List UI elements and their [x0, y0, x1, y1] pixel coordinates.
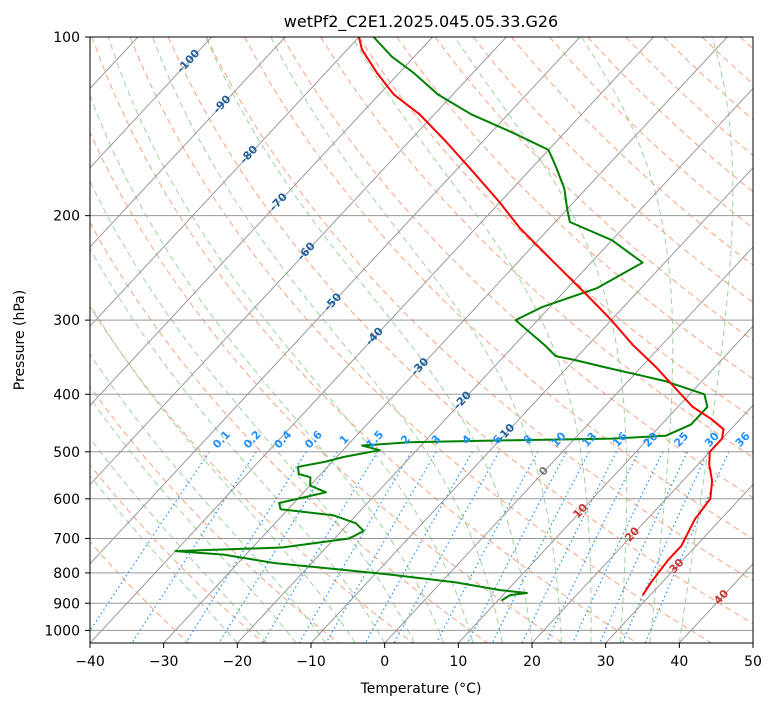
dry-adiabat	[91, 37, 638, 643]
dewpoint-profile-line	[174, 37, 709, 602]
moist-adiabat	[678, 37, 734, 643]
moist-adiabat	[90, 179, 415, 643]
y-tick-label: 100	[53, 30, 80, 46]
moist-adiabat	[90, 247, 386, 643]
x-tick-label: 0	[380, 654, 389, 670]
x-tick-label: −10	[296, 654, 326, 670]
x-axis-ticks: −40 −30 −20 −10 0 10 20 30 40 50	[75, 643, 762, 670]
isotherm-line	[90, 37, 360, 327]
mixing-ratio-line	[521, 451, 617, 643]
dry-adiabat	[472, 37, 753, 304]
x-tick-label: −30	[149, 654, 179, 670]
mixing-ratio-line	[572, 451, 664, 643]
moist-adiabat	[454, 37, 628, 643]
y-tick-label: 300	[53, 313, 80, 329]
dry-adiabat	[90, 541, 190, 643]
y-tick-label: 700	[53, 532, 80, 548]
y-tick-label: 600	[53, 492, 80, 508]
chart-title: wetPf2_C2E1.2025.045.05.33.G26	[284, 12, 558, 32]
x-tick-label: −20	[223, 654, 253, 670]
background-lines	[90, 37, 753, 643]
dry-adiabat	[90, 221, 488, 643]
y-tick-label: 200	[53, 209, 80, 225]
mixing-ratio-line	[393, 451, 500, 643]
plot-frame	[89, 36, 754, 644]
dry-adiabat	[282, 37, 753, 499]
isotherm-line	[163, 37, 728, 643]
x-tick-label: −40	[75, 654, 105, 670]
isotherm-line	[384, 246, 753, 643]
moist-adiabat	[107, 37, 474, 643]
moist-adiabat	[351, 37, 592, 643]
x-tick-label: 20	[523, 654, 541, 670]
isotherm-line	[236, 87, 753, 643]
x-tick-label: 30	[597, 654, 615, 670]
isotherm-line	[605, 483, 753, 643]
mixing-ratio-line	[298, 451, 412, 643]
moist-adiabat	[152, 37, 503, 643]
dry-adiabat	[205, 37, 753, 582]
moist-adiabat	[90, 303, 356, 643]
temperature-profile-line	[357, 37, 725, 596]
isotherm-line	[90, 37, 433, 407]
moist-adiabat	[581, 37, 674, 643]
y-tick-label: 800	[53, 566, 80, 582]
y-tick-label: 500	[53, 445, 80, 461]
mixing-ratio-line	[364, 451, 473, 643]
dry-adiabat	[129, 37, 712, 643]
dry-adiabat	[90, 385, 339, 643]
isotherm-line	[90, 37, 507, 486]
moist-adiabat	[90, 93, 445, 643]
y-tick-label: 400	[53, 387, 80, 403]
mixing-ratio-line	[262, 451, 379, 643]
isotherm-line	[310, 166, 753, 643]
isotherm-line	[457, 325, 753, 643]
isotherm-line	[90, 37, 581, 565]
x-tick-label: 10	[449, 654, 467, 670]
dry-adiabat	[396, 37, 753, 380]
dry-adiabat	[244, 37, 753, 540]
moist-adiabat	[90, 397, 297, 643]
dry-adiabat	[90, 131, 563, 643]
y-axis-label: Pressure (hPa)	[12, 290, 28, 390]
x-tick-label: 50	[744, 654, 762, 670]
isotherm-line	[90, 37, 654, 643]
y-tick-label: 900	[53, 596, 80, 612]
moist-adiabat	[90, 353, 327, 643]
moist-adiabat	[270, 37, 562, 643]
mixing-ratio-line	[435, 451, 539, 643]
mixing-ratio-line	[599, 451, 689, 643]
profiles	[174, 37, 725, 602]
x-tick-label: 40	[670, 654, 688, 670]
x-axis-label: Temperature (°C)	[360, 681, 482, 697]
isotherm-line	[90, 37, 212, 169]
dry-adiabat	[434, 37, 753, 341]
mixing-ratio-line	[325, 451, 437, 643]
mixing-ratio-line	[185, 451, 307, 643]
isotherm-line	[531, 404, 753, 643]
isotherm-line	[90, 37, 286, 248]
dry-adiabat	[167, 37, 753, 625]
moist-adiabat	[205, 37, 533, 643]
y-axis-ticks: 100 200 300 400 500 600 700 800 900 1000	[44, 30, 90, 639]
dry-adiabat	[90, 464, 264, 643]
y-tick-label: 1000	[44, 623, 80, 639]
mixing-ratio-line	[90, 451, 210, 632]
